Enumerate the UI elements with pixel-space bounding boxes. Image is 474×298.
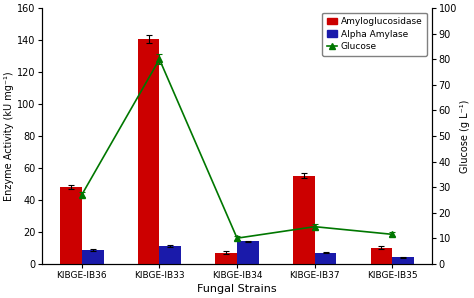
Bar — [159, 246, 181, 264]
Glucose — [390, 232, 395, 236]
Bar — [315, 252, 337, 264]
Bar — [60, 187, 82, 264]
Y-axis label: Enzyme Activity (kU mg⁻¹): Enzyme Activity (kU mg⁻¹) — [4, 71, 14, 201]
X-axis label: Fungal Strains: Fungal Strains — [197, 284, 277, 294]
Glucose — [234, 236, 240, 240]
Bar — [138, 38, 159, 264]
Bar — [215, 252, 237, 264]
Y-axis label: Glucose (g L⁻¹): Glucose (g L⁻¹) — [460, 99, 470, 173]
Glucose — [79, 193, 85, 196]
Bar — [392, 257, 414, 264]
Bar — [293, 176, 315, 264]
Bar — [371, 248, 392, 264]
Bar — [237, 241, 259, 264]
Glucose — [156, 58, 162, 61]
Glucose — [312, 225, 318, 229]
Legend: Amyloglucosidase, Alpha Amylase, Glucose: Amyloglucosidase, Alpha Amylase, Glucose — [322, 13, 427, 56]
Line: Glucose: Glucose — [78, 56, 396, 242]
Bar — [82, 250, 103, 264]
